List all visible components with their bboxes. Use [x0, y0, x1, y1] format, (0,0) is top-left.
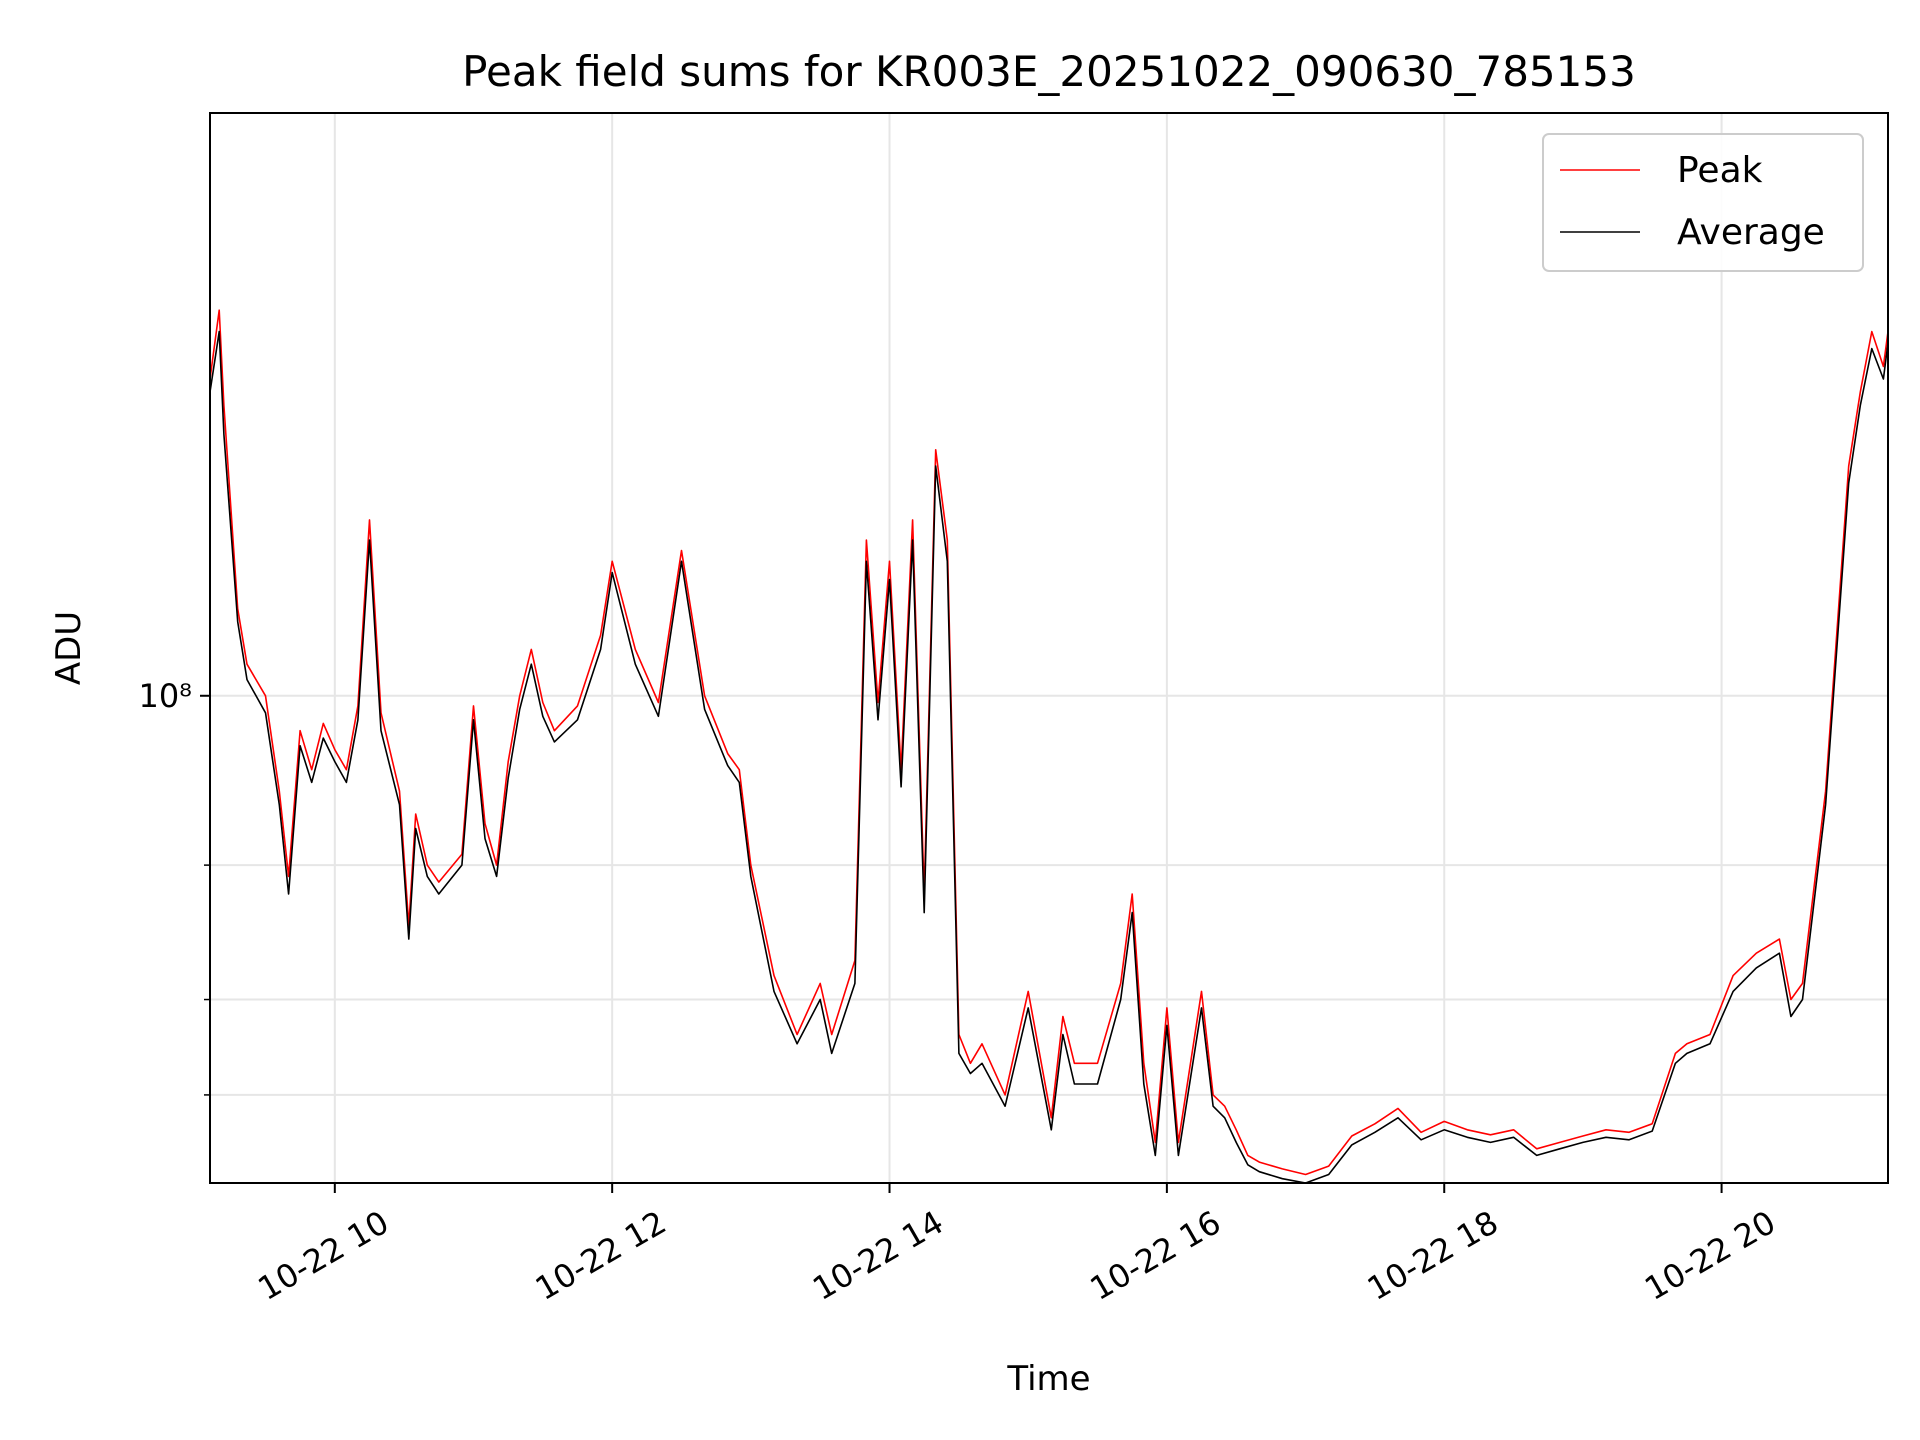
series-line-peak: [210, 309, 1888, 1176]
legend: Peak Average: [1542, 133, 1864, 272]
series-line-average: [210, 330, 1888, 1183]
plot-frame: [209, 112, 1889, 1184]
series-layer: [210, 309, 1888, 1183]
chart-title: Peak field sums for KR003E_20251022_0906…: [462, 47, 1636, 96]
legend-box: [1542, 133, 1864, 272]
y-tick-label: 10⁸: [138, 677, 192, 715]
legend-label-average: Average: [1677, 212, 1825, 253]
grid: [210, 113, 1888, 1183]
y-axis-label: ADU: [49, 611, 89, 685]
legend-label-peak: Peak: [1677, 150, 1763, 191]
x-axis-label: Time: [1006, 1359, 1090, 1399]
